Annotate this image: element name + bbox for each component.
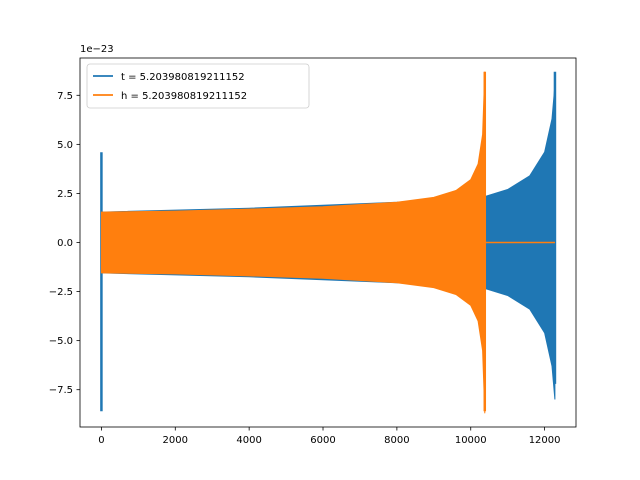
y-tick-label: 2.5 <box>57 189 73 200</box>
y-tick-label: −7.5 <box>49 385 73 396</box>
x-tick-label: 2000 <box>163 435 188 446</box>
legend-label: t = 5.203980819211152 <box>121 72 245 83</box>
x-tick-label: 12000 <box>529 435 561 446</box>
y-tick-label: 5.0 <box>57 140 73 151</box>
x-tick-label: 10000 <box>455 435 487 446</box>
y-tick-label: 7.5 <box>57 91 73 102</box>
legend-label: h = 5.203980819211152 <box>121 91 247 102</box>
x-tick-label: 0 <box>98 435 104 446</box>
y-tick-label: −5.0 <box>49 336 73 347</box>
plot-area <box>100 71 557 414</box>
x-axis: 0 2000 4000 6000 8000 10000 12000 <box>98 427 561 446</box>
series-band <box>100 71 486 414</box>
y-tick-label: −2.5 <box>49 287 73 298</box>
y-axis: −7.5 −5.0 −2.5 0.0 2.5 5.0 7.5 <box>49 91 80 396</box>
series-1 <box>100 71 555 414</box>
y-offset-label: 1e−23 <box>80 44 114 55</box>
x-tick-label: 8000 <box>384 435 409 446</box>
y-tick-label: 0.0 <box>57 238 73 249</box>
legend-box <box>86 63 310 109</box>
x-tick-label: 6000 <box>310 435 335 446</box>
x-tick-label: 4000 <box>236 435 261 446</box>
legend: t = 5.203980819211152 h = 5.2039808192111… <box>86 63 310 109</box>
